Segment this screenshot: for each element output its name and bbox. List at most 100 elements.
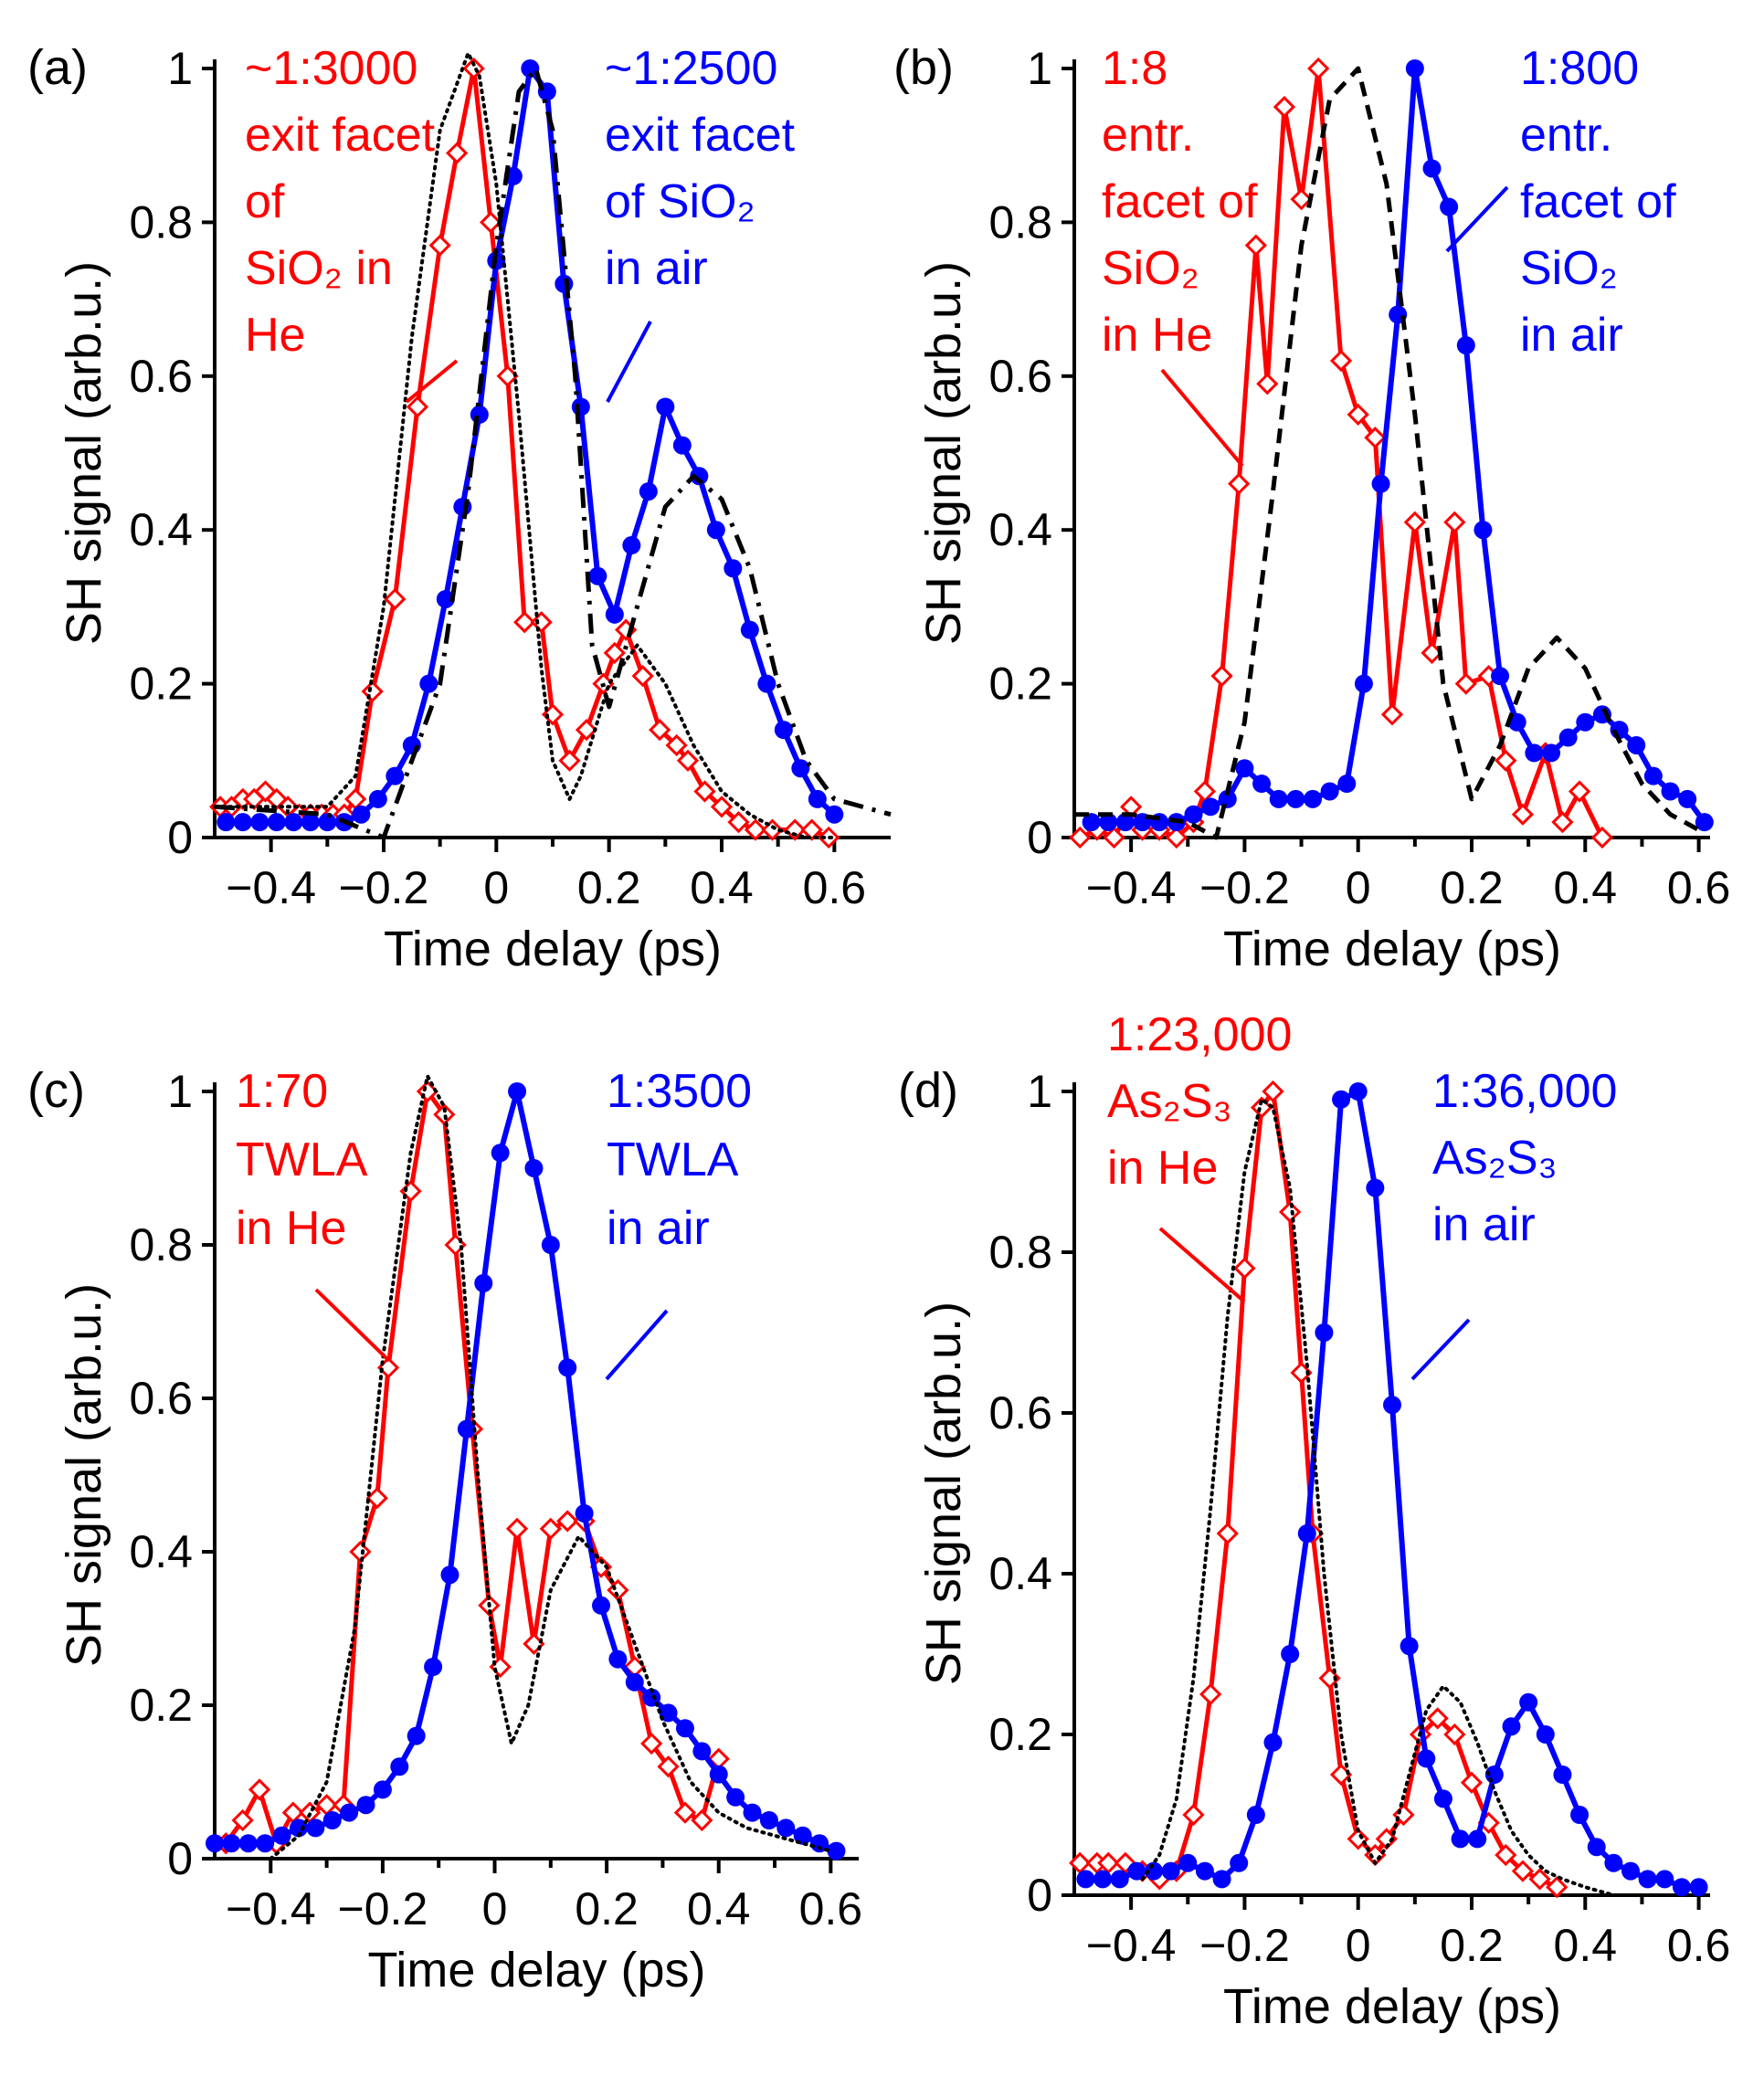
annotation-line: 1:800 xyxy=(1520,42,1639,95)
air-data-point xyxy=(407,1726,426,1745)
air-data-point xyxy=(1115,813,1135,832)
air-data-point xyxy=(440,1565,459,1585)
air-data-point xyxy=(659,1703,678,1723)
air-data-point xyxy=(791,759,810,778)
x-tick-label: −0.2 xyxy=(339,862,429,913)
air-data-point xyxy=(1195,1861,1214,1881)
annotation-line: entr. xyxy=(1102,109,1194,162)
air-data-point xyxy=(1337,775,1357,794)
he-data-point xyxy=(691,1808,713,1832)
air-data-point xyxy=(318,813,337,832)
y-tick-label: 0.2 xyxy=(129,659,193,710)
air-data-point xyxy=(1110,1870,1129,1889)
air-data-point xyxy=(639,482,658,501)
air-data-point xyxy=(256,1834,275,1853)
air-data-point xyxy=(1433,1789,1452,1808)
he-data-point xyxy=(1290,188,1313,211)
air-data-point xyxy=(322,1811,342,1829)
annotation-leader-line xyxy=(605,1309,669,1381)
air-data-point xyxy=(289,1818,308,1838)
y-tick-label: 0.4 xyxy=(129,1526,193,1577)
he-data-point xyxy=(693,780,716,803)
air-data-point xyxy=(436,589,455,608)
annotation-line: in air xyxy=(1432,1198,1536,1251)
air-data-point xyxy=(1252,775,1272,794)
air-data-point xyxy=(340,1803,359,1822)
y-tick-label: 0.6 xyxy=(129,1373,193,1424)
y-tick-label: 0.2 xyxy=(988,659,1052,710)
y-axis-title: SH signal (arb.u.) xyxy=(57,1283,111,1667)
air-data-point xyxy=(1542,743,1560,763)
he-data-point xyxy=(1528,1868,1551,1891)
air-data-point xyxy=(470,405,489,424)
he-annotation: 1:70 TWLA in He xyxy=(236,1065,368,1255)
he-data-point xyxy=(1511,803,1535,826)
air-data-point xyxy=(1422,159,1442,178)
air-data-point xyxy=(1099,813,1118,832)
y-tick-label: 1 xyxy=(1027,1066,1052,1117)
air-data-point xyxy=(1536,1725,1555,1744)
he-data-point xyxy=(1182,1803,1205,1827)
air-data-point xyxy=(206,1834,224,1853)
he-data-point xyxy=(1495,1843,1517,1867)
air-data-point xyxy=(1695,813,1714,832)
x-tick-label: 0.4 xyxy=(1554,1920,1618,1971)
y-tick-label: 0.4 xyxy=(988,504,1052,555)
air-data-point xyxy=(1184,805,1203,824)
he-data-point xyxy=(575,718,598,742)
air-data-point xyxy=(1502,1717,1521,1736)
he-data-point xyxy=(727,811,750,834)
air-data-point xyxy=(757,674,776,693)
air-data-point xyxy=(1456,336,1475,355)
he-data-point xyxy=(640,1732,663,1755)
x-tick-label: 0.2 xyxy=(1440,862,1504,913)
annotation-line: in air xyxy=(607,1202,710,1255)
air-data-point xyxy=(1304,789,1322,808)
air-data-point xyxy=(675,1719,694,1738)
he-data-point xyxy=(673,1801,697,1824)
x-tick-label: 0.2 xyxy=(577,862,641,913)
air-data-point xyxy=(558,1358,577,1377)
air-data-point xyxy=(726,1787,745,1807)
air-data-point xyxy=(1348,1082,1368,1101)
he-data-point xyxy=(676,749,700,772)
air-data-point xyxy=(373,1780,392,1799)
air-series-line xyxy=(1085,1089,1699,1891)
simulation-dotted-line xyxy=(213,51,837,839)
annotation-line: As₂S₃ xyxy=(1107,1075,1232,1128)
he-data-point xyxy=(1347,1828,1369,1850)
x-axis-title: Time delay (ps) xyxy=(1223,1979,1561,2034)
annotation-leader-line xyxy=(606,321,652,403)
he-data-point xyxy=(1256,373,1279,395)
he-data-point xyxy=(1244,234,1267,257)
air-data-point xyxy=(776,1818,796,1838)
air-data-point xyxy=(571,397,590,416)
air-data-point xyxy=(217,813,236,832)
air-data-point xyxy=(1558,728,1578,747)
air-annotation: 1:3500 TWLA in air xyxy=(607,1065,752,1255)
he-data-point xyxy=(558,749,581,772)
annotation-leader-line xyxy=(1445,185,1509,253)
air-data-point xyxy=(306,1818,325,1838)
air-data-point xyxy=(386,766,405,785)
annotation-line: 1:70 xyxy=(236,1065,328,1118)
annotation-leader-line xyxy=(1158,1227,1246,1303)
he-data-point xyxy=(1273,95,1296,119)
air-data-point xyxy=(709,1765,728,1784)
he-data-point xyxy=(365,1487,388,1510)
y-axis-title: SH signal (arb.u.) xyxy=(916,1302,971,1685)
annotation-line: He xyxy=(245,309,305,362)
annotation-line: in air xyxy=(1520,309,1623,362)
y-axis-title: SH signal (arb.u.) xyxy=(916,261,971,645)
air-data-point xyxy=(827,1841,846,1860)
annotation-line: of SiO₂ xyxy=(605,175,755,228)
air-data-point xyxy=(1678,789,1697,808)
he-data-point xyxy=(1262,1080,1284,1103)
air-data-point xyxy=(356,1796,375,1815)
annotation-line: TWLA xyxy=(607,1133,739,1186)
he-data-point xyxy=(1329,349,1353,373)
y-tick-label: 0 xyxy=(1027,812,1052,863)
x-tick-label: 0.6 xyxy=(1667,1920,1731,1971)
he-data-point xyxy=(1403,511,1426,533)
x-tick-label: 0.2 xyxy=(575,1883,639,1934)
